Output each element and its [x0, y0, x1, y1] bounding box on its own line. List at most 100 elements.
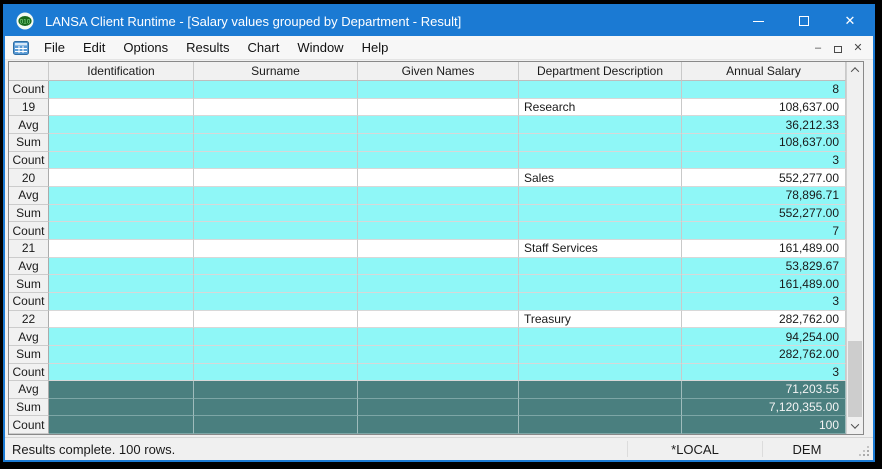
cell-department	[519, 222, 682, 240]
table-row[interactable]: Count 3	[9, 363, 846, 382]
cell-given-names	[358, 116, 519, 134]
cell-given-names	[358, 204, 519, 223]
table-row[interactable]: 22 Treasury 282,762.00	[9, 310, 846, 329]
menu-item-chart[interactable]: Chart	[247, 40, 280, 55]
column-header-surname[interactable]: Surname	[194, 62, 358, 81]
close-icon: ✕	[844, 13, 856, 28]
result-grid-icon[interactable]	[13, 40, 29, 55]
cell-salary: 53,829.67	[682, 257, 846, 276]
scroll-up-button[interactable]	[847, 62, 863, 78]
row-header-cell: Sum	[9, 275, 49, 293]
table-row[interactable]: 21 Staff Services 161,489.00	[9, 239, 846, 258]
vertical-scrollbar[interactable]	[846, 62, 863, 434]
row-header-cell: 21	[9, 239, 49, 258]
menu-item-help[interactable]: Help	[361, 40, 389, 55]
window-title: LANSA Client Runtime - [Salary values gr…	[45, 13, 462, 29]
table-row[interactable]: 20 Sales 552,277.00	[9, 169, 846, 187]
cell-salary: 161,489.00	[682, 239, 846, 258]
table-row[interactable]: Count 8	[9, 81, 846, 99]
cell-salary: 161,489.00	[682, 275, 846, 293]
row-header-cell: Count	[9, 416, 49, 435]
table-row[interactable]: Avg 53,829.67	[9, 257, 846, 276]
table-row[interactable]: Avg 94,254.00	[9, 328, 846, 346]
row-header-cell: 19	[9, 98, 49, 117]
table-row[interactable]: Sum 161,489.00	[9, 275, 846, 293]
chevron-down-icon	[850, 420, 860, 429]
cell-identification	[49, 310, 194, 329]
cell-surname	[194, 398, 358, 417]
cell-identification	[49, 416, 194, 435]
menu-item-results[interactable]: Results	[186, 40, 230, 55]
mdi-restore-button[interactable]	[828, 39, 848, 57]
menu-item-file[interactable]: File	[44, 40, 65, 55]
cell-given-names	[358, 381, 519, 399]
scroll-down-button[interactable]	[847, 418, 863, 434]
cell-salary: 3	[682, 151, 846, 170]
row-header-cell: Sum	[9, 133, 49, 152]
chevron-up-icon	[850, 67, 860, 76]
minimize-button[interactable]	[735, 6, 781, 36]
table-row[interactable]: Sum 7,120,355.00	[9, 398, 846, 417]
cell-identification	[49, 239, 194, 258]
column-header-given-names[interactable]: Given Names	[358, 62, 519, 81]
window-controls: ✕	[735, 6, 873, 36]
table-row[interactable]: Count 7	[9, 222, 846, 240]
status-bar: Results complete. 100 rows. *LOCAL DEM	[5, 437, 873, 460]
table-row[interactable]: Sum 552,277.00	[9, 204, 846, 223]
table-row[interactable]: Avg 36,212.33	[9, 116, 846, 134]
maximize-button[interactable]	[781, 6, 827, 36]
cell-identification	[49, 169, 194, 187]
resize-grip[interactable]	[851, 438, 873, 460]
column-header-annual-salary[interactable]: Annual Salary	[682, 62, 846, 81]
table-row[interactable]: Count 100	[9, 416, 846, 435]
mdi-minimize-button[interactable]: –	[808, 39, 828, 57]
row-header-cell: Count	[9, 292, 49, 311]
menu-item-options[interactable]: Options	[123, 40, 169, 55]
cell-department	[519, 345, 682, 364]
table-row[interactable]: 19 Research 108,637.00	[9, 98, 846, 117]
scrollbar-thumb[interactable]	[848, 341, 862, 417]
cell-department	[519, 186, 682, 205]
cell-department: Treasury	[519, 310, 682, 329]
table-row[interactable]: Count 3	[9, 292, 846, 311]
grid-header-row: Identification Surname Given Names Departme…	[9, 62, 846, 81]
cell-department	[519, 133, 682, 152]
cell-salary: 552,277.00	[682, 204, 846, 223]
close-button[interactable]: ✕	[827, 6, 873, 36]
table-row[interactable]: Count 3	[9, 151, 846, 170]
cell-given-names	[358, 345, 519, 364]
mdi-close-button[interactable]: ✕	[848, 39, 868, 57]
row-header-cell: 20	[9, 169, 49, 187]
lansa-app-icon: 010	[16, 12, 34, 30]
cell-identification	[49, 363, 194, 382]
cell-surname	[194, 186, 358, 205]
row-header-cell: Sum	[9, 204, 49, 223]
column-header-identification[interactable]: Identification	[49, 62, 194, 81]
cell-department: Sales	[519, 169, 682, 187]
row-header-cell: 22	[9, 310, 49, 329]
grid-corner-cell[interactable]	[9, 62, 49, 81]
cell-surname	[194, 204, 358, 223]
cell-surname	[194, 133, 358, 152]
cell-department	[519, 204, 682, 223]
title-bar: 010 LANSA Client Runtime - [Salary value…	[5, 6, 873, 36]
cell-salary: 7	[682, 222, 846, 240]
table-row[interactable]: Sum 108,637.00	[9, 133, 846, 152]
mdi-close-icon: ✕	[853, 42, 863, 54]
row-header-cell: Count	[9, 222, 49, 240]
table-row[interactable]: Avg 78,896.71	[9, 186, 846, 205]
menu-item-edit[interactable]: Edit	[82, 40, 106, 55]
grid-body: Count 8 19 Research 108,637.00 Avg 36,21…	[9, 81, 846, 435]
cell-surname	[194, 292, 358, 311]
table-row[interactable]: Sum 282,762.00	[9, 345, 846, 364]
table-row[interactable]: Avg 71,203.55	[9, 381, 846, 399]
cell-salary: 552,277.00	[682, 169, 846, 187]
cell-surname	[194, 416, 358, 435]
menu-item-window[interactable]: Window	[297, 40, 344, 55]
cell-surname	[194, 98, 358, 117]
cell-surname	[194, 381, 358, 399]
cell-given-names	[358, 186, 519, 205]
cell-given-names	[358, 98, 519, 117]
app-window: 010 LANSA Client Runtime - [Salary value…	[3, 4, 875, 462]
column-header-department-description[interactable]: Department Description	[519, 62, 682, 81]
